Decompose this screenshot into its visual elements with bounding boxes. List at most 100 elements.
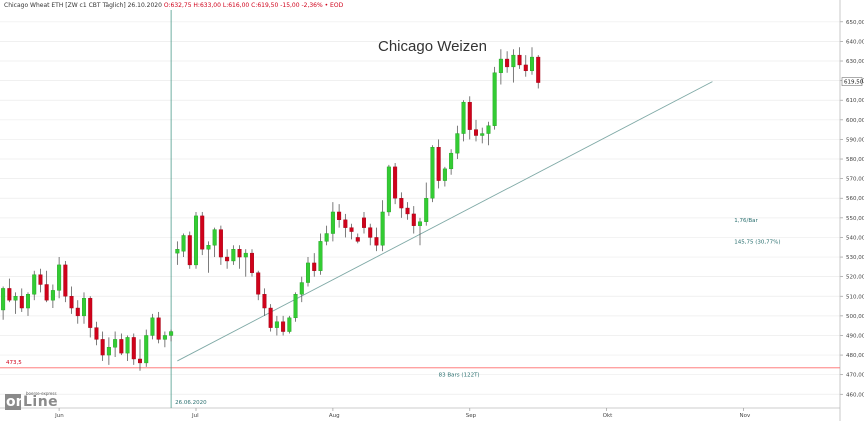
y-tick-label: 520,00 bbox=[846, 275, 864, 281]
candle-up bbox=[287, 317, 292, 332]
candle-up bbox=[511, 54, 516, 68]
candle-down bbox=[474, 129, 479, 136]
y-tick-label: 610,00 bbox=[846, 98, 864, 104]
candle-up bbox=[113, 339, 118, 348]
price-grid bbox=[0, 21, 840, 395]
candle-down bbox=[393, 166, 398, 199]
x-tick-label: Jun bbox=[54, 413, 64, 419]
candle-down bbox=[131, 337, 136, 360]
logo-box-text: on bbox=[6, 394, 26, 410]
candle-down bbox=[69, 296, 74, 309]
y-tick-label: 550,00 bbox=[846, 216, 864, 222]
y-tick-label: 510,00 bbox=[846, 294, 864, 300]
candles bbox=[1, 47, 541, 371]
y-tick-label: 560,00 bbox=[846, 196, 864, 202]
support-line-label: 473,5 bbox=[6, 360, 22, 366]
y-tick-label: 600,00 bbox=[846, 118, 864, 124]
current-price-box bbox=[841, 77, 863, 86]
candle-down bbox=[337, 211, 342, 221]
candle-down bbox=[94, 327, 99, 340]
candle-down bbox=[100, 339, 105, 356]
candle-up bbox=[442, 168, 447, 181]
candle-up bbox=[125, 337, 130, 354]
candle-up bbox=[175, 249, 180, 254]
reference-lines: 473,5 26.06.2020 bbox=[0, 10, 840, 408]
candle-down bbox=[268, 307, 273, 328]
candle-down bbox=[225, 256, 230, 262]
candle-up bbox=[324, 233, 329, 242]
candle-down bbox=[312, 262, 317, 271]
date-marker-label: 26.06.2020 bbox=[175, 400, 207, 406]
ohlc-values: O:632,75 H:633,00 L:616,00 C:619,50 -15,… bbox=[163, 2, 344, 9]
candle-down bbox=[88, 298, 93, 328]
x-axis: Jun Jul Aug Sep Okt Nov bbox=[0, 407, 840, 419]
candle-down bbox=[505, 58, 510, 68]
candle-down bbox=[374, 237, 379, 246]
candle-up bbox=[243, 252, 248, 258]
y-tick-label: 590,00 bbox=[846, 137, 864, 143]
candle-up bbox=[274, 321, 279, 328]
candle-down bbox=[237, 249, 242, 258]
y-tick-label: 630,00 bbox=[846, 59, 864, 65]
candle-down bbox=[399, 198, 404, 209]
candle-up bbox=[81, 298, 86, 317]
candle-up bbox=[318, 241, 323, 271]
candle-up bbox=[50, 290, 55, 301]
candle-down bbox=[7, 288, 12, 301]
candle-down bbox=[256, 272, 261, 295]
y-tick-label: 490,00 bbox=[846, 333, 864, 339]
logo-text: Line bbox=[23, 394, 59, 410]
candle-up bbox=[13, 296, 18, 301]
logo-small-text: boerse-express bbox=[26, 391, 57, 396]
x-tick-label: Aug bbox=[329, 413, 340, 419]
chart-annotation: 145,75 (30,77%) bbox=[734, 239, 780, 245]
candle-down bbox=[218, 229, 223, 258]
candle-down bbox=[349, 227, 354, 232]
onvista-logo: boerse-express on Line bbox=[5, 391, 59, 411]
candle-down bbox=[262, 294, 267, 309]
candle-down bbox=[536, 56, 541, 83]
candle-up bbox=[498, 58, 503, 73]
candle-up bbox=[530, 56, 535, 72]
chart-header: Chicago Wheat ETH [ZW c1 CBT Täglich] 26… bbox=[4, 2, 343, 9]
y-tick-label: 460,00 bbox=[846, 392, 864, 398]
x-tick-label: Jul bbox=[191, 413, 199, 419]
candle-down bbox=[38, 274, 43, 285]
candle-up bbox=[492, 72, 497, 126]
candle-up bbox=[380, 211, 385, 246]
candle-down bbox=[362, 217, 367, 228]
candle-down bbox=[467, 101, 472, 130]
candle-down bbox=[411, 213, 416, 226]
candle-up bbox=[212, 229, 217, 246]
candle-up bbox=[455, 133, 460, 154]
candle-down bbox=[517, 54, 522, 66]
candle-down bbox=[75, 307, 80, 317]
candle-up bbox=[181, 235, 186, 252]
candle-down bbox=[200, 215, 205, 250]
x-tick-label: Sep bbox=[466, 413, 477, 419]
candle-up bbox=[57, 264, 62, 291]
x-tick-label: Okt bbox=[603, 413, 614, 419]
y-tick-label: 640,00 bbox=[846, 39, 864, 45]
x-tick-label: Nov bbox=[740, 413, 751, 419]
y-tick-label: 500,00 bbox=[846, 314, 864, 320]
candle-down bbox=[368, 227, 373, 238]
candle-down bbox=[119, 339, 124, 354]
candle-up bbox=[299, 282, 304, 295]
candle-up bbox=[293, 294, 298, 319]
candle-down bbox=[281, 321, 286, 332]
candle-up bbox=[386, 166, 391, 213]
candle-up bbox=[162, 335, 167, 340]
current-price-label: 619,50 bbox=[844, 80, 864, 86]
candle-down bbox=[63, 264, 68, 297]
candle-up bbox=[449, 152, 454, 170]
y-tick-label: 530,00 bbox=[846, 255, 864, 261]
y-tick-label: 540,00 bbox=[846, 235, 864, 241]
y-tick-label: 570,00 bbox=[846, 177, 864, 183]
candle-down bbox=[436, 147, 441, 181]
candle-down bbox=[249, 252, 254, 273]
candle-up bbox=[461, 101, 466, 134]
candle-up bbox=[144, 335, 149, 364]
chart-annotation: 83 Bars (122T) bbox=[439, 373, 480, 379]
candle-up bbox=[486, 125, 491, 134]
